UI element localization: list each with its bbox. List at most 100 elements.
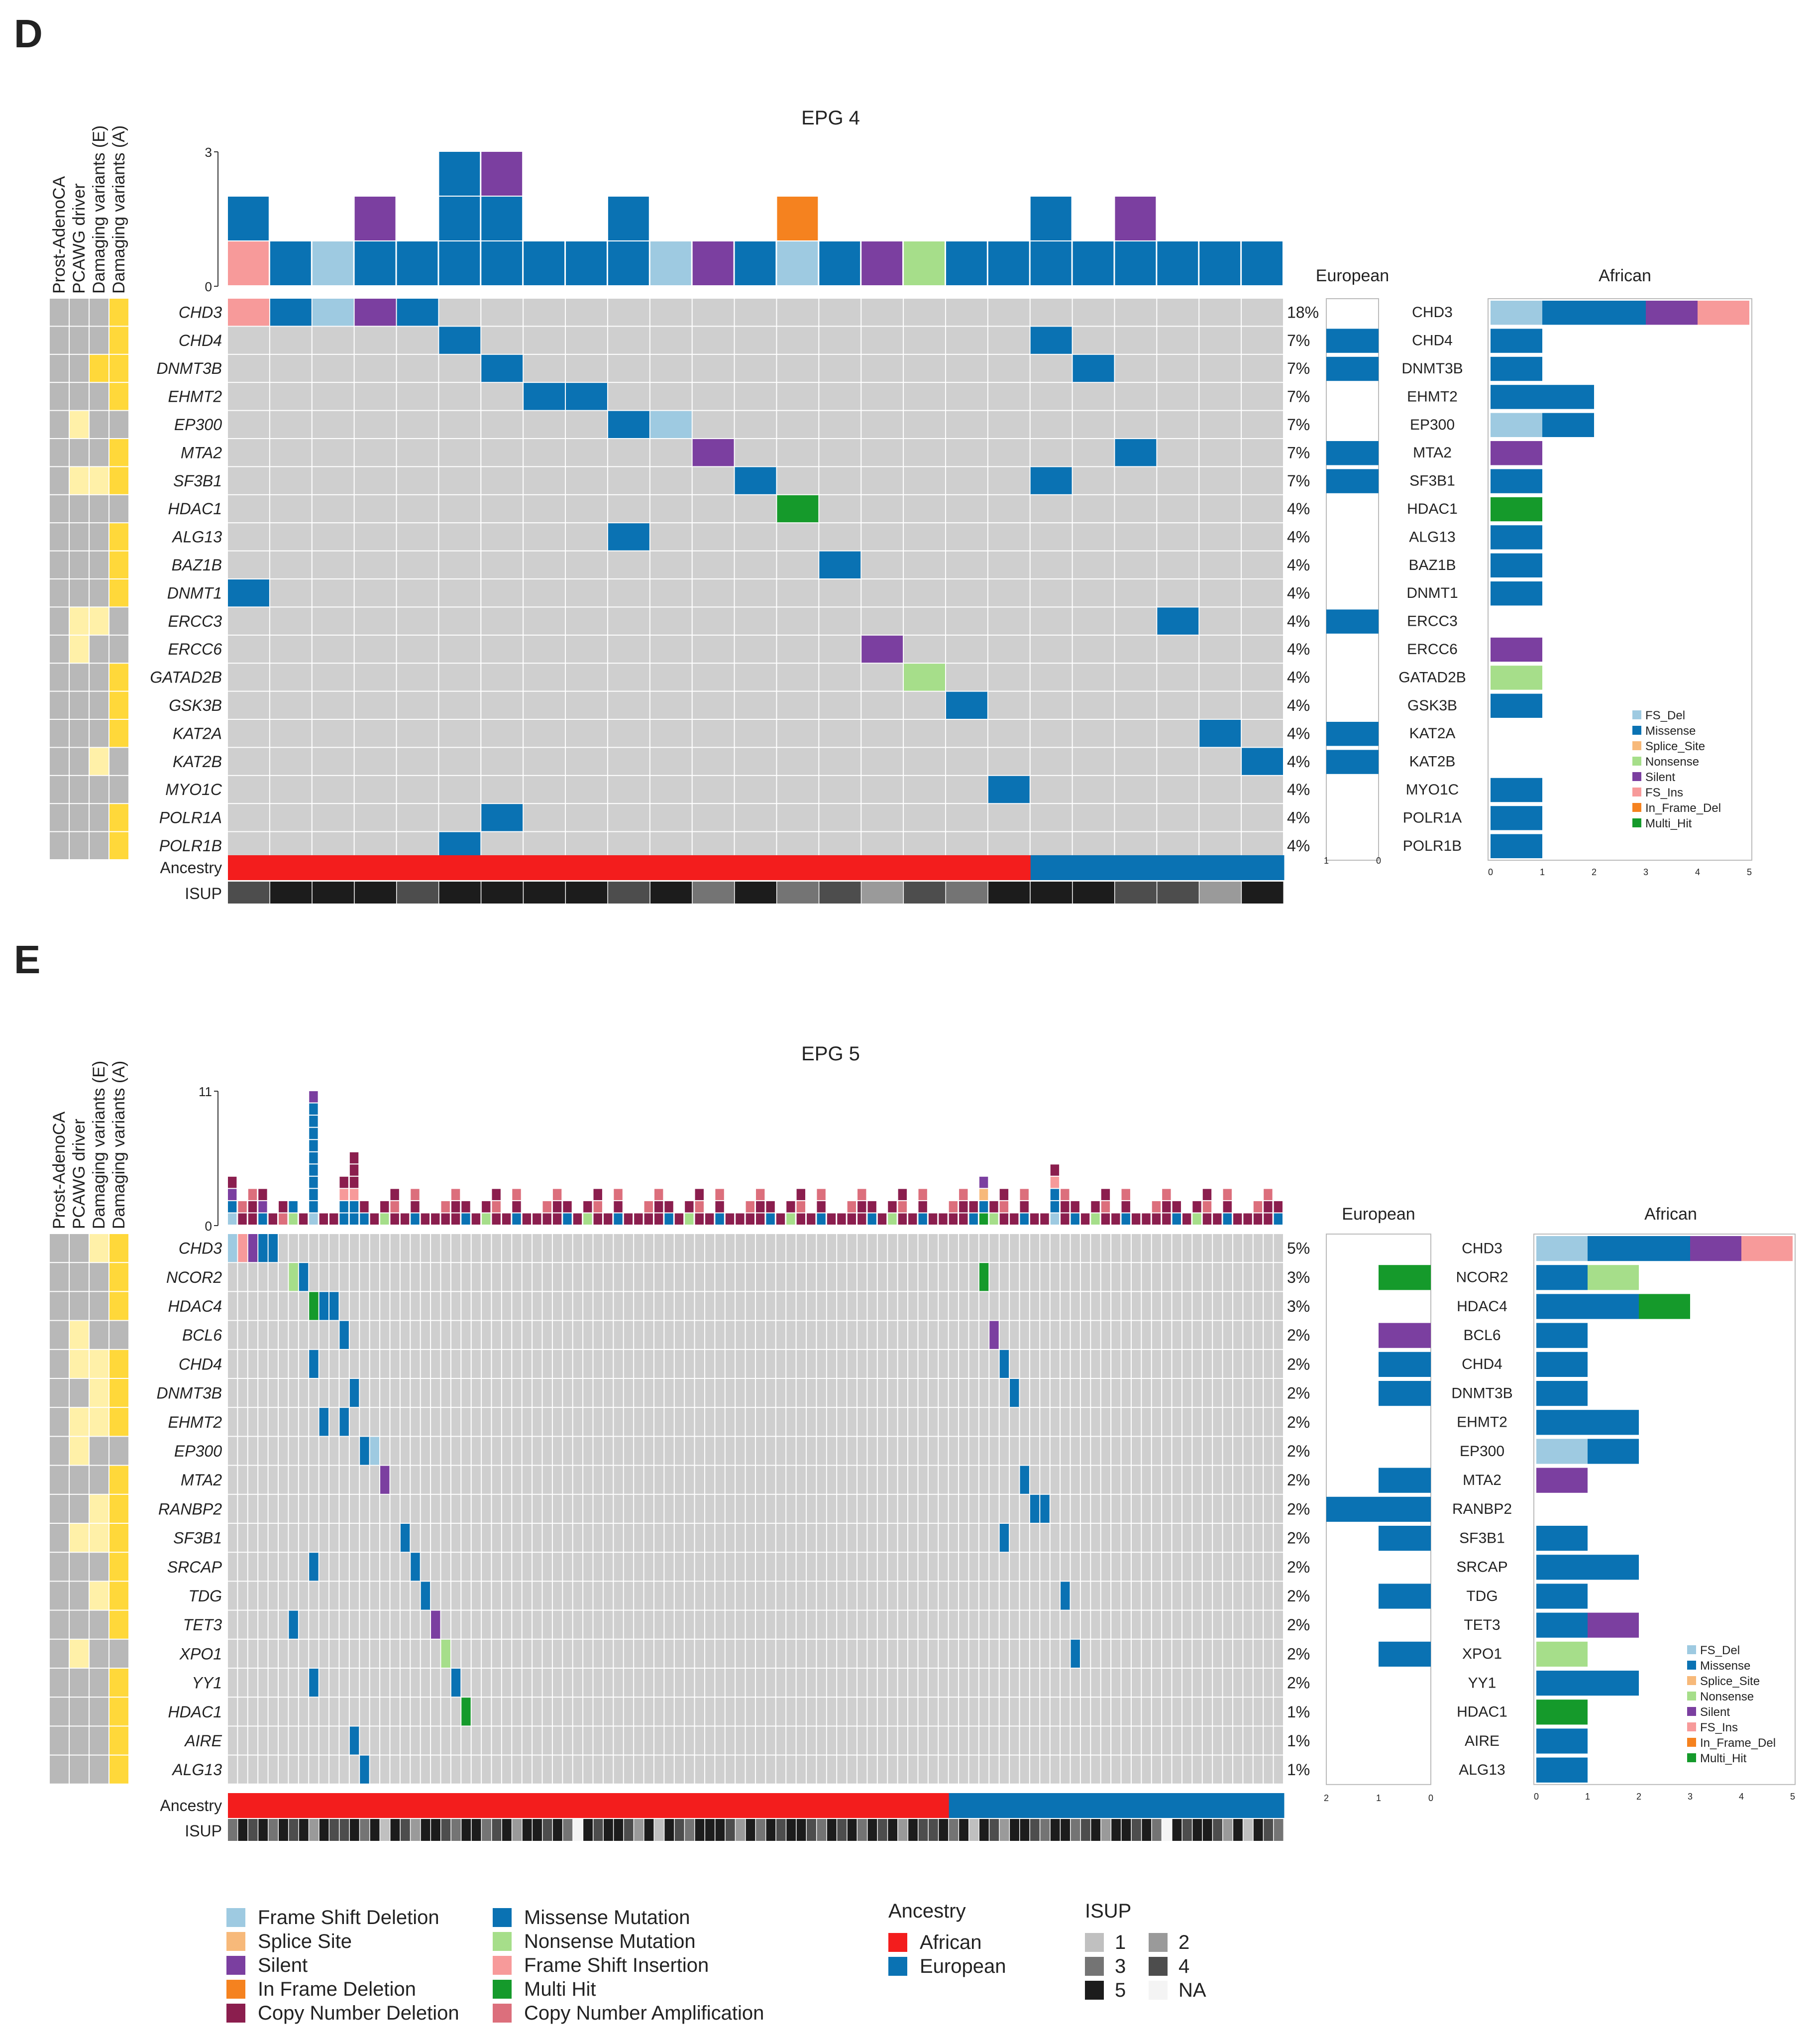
grid-cell [644,1350,653,1378]
grid-cell [1253,1755,1263,1784]
grid-cell [319,1755,329,1784]
grid-cell [431,1292,440,1320]
top-bar-cn_del [867,1201,876,1213]
grid-cell [946,607,987,635]
top-bar-cn_del [360,1201,369,1213]
grid-cell [1072,523,1114,551]
grid-cell [1264,1350,1273,1378]
grid-cell [1157,748,1199,775]
top-bar-missense [461,1213,470,1225]
african-gene-label: SRCAP [1456,1559,1507,1576]
grid-cell [756,1234,765,1262]
grid-cell [969,1610,978,1639]
top-bar-cn_del [238,1213,247,1225]
grid-cell [1020,1553,1029,1581]
grid-cell [248,1292,258,1320]
gene-percent: 2% [1287,1616,1310,1634]
side-annotation-cell [90,748,108,775]
grid-cell [471,1698,481,1726]
side-annotation-cell [90,1610,108,1639]
grid-cell [542,1234,552,1262]
ancestry-cell [1030,855,1073,880]
grid-cell [877,1639,887,1668]
grid-cell [1274,1698,1283,1726]
side-annotation-cell [109,411,128,438]
mutation-multi_hit [979,1263,989,1291]
side-annotation-cell [109,832,128,859]
grid-cell [786,1639,796,1668]
mutation-missense [397,299,438,326]
grid-cell [918,1524,928,1552]
grid-cell [421,1639,430,1668]
top-bar-missense [867,1213,876,1225]
grid-cell [1253,1698,1263,1726]
grid-cell [411,1755,420,1784]
top-bar-missense [339,1213,348,1225]
grid-cell [777,664,819,691]
top-bar-missense [1223,1213,1232,1225]
grid-cell [695,1379,704,1407]
grid-cell [1192,1321,1202,1349]
top-bar-cn_del [827,1213,836,1225]
top-bar-missense [1030,241,1071,285]
grid-cell [1202,1494,1212,1523]
top-bar-cn_del [685,1201,694,1213]
grid-cell [979,1553,989,1581]
grid-cell [644,1524,653,1552]
grid-cell [354,467,396,494]
grid-cell [1157,720,1199,747]
ancestry-cell [339,1793,350,1818]
grid-cell [654,1610,664,1639]
grid-cell [400,1350,410,1378]
grid-cell [888,1437,897,1465]
ancestry-cell [685,1793,696,1818]
isup-cell [1131,1819,1141,1841]
grid-cell [1020,1350,1029,1378]
side-annotation-cell [50,439,69,466]
grid-cell [258,1466,268,1494]
ancestry-cell [857,1793,868,1818]
grid-cell [421,1379,430,1407]
grid-cell [614,1292,623,1320]
grid-cell [339,1610,349,1639]
grid-cell [776,1553,786,1581]
grid-cell [339,1755,349,1784]
side-annotation-cell [50,1726,69,1755]
side-annotation-cell [90,1408,108,1436]
side-annotation-label: PCAWG driver [70,183,89,294]
grid-cell [1115,832,1157,859]
grid-cell [1030,691,1072,719]
grid-cell [312,579,354,607]
grid-cell [1142,1437,1151,1465]
isup-cell [461,1819,471,1841]
legend-label: 3 [1115,1955,1126,1977]
grid-cell [522,1350,532,1378]
grid-cell [1030,495,1072,523]
ancestry-cell [1061,1793,1071,1818]
grid-cell [248,1610,258,1639]
gene-percent: 3% [1287,1297,1310,1315]
small-legend-label: Nonsense [1700,1690,1754,1703]
grid-cell [756,1582,765,1610]
isup-cell [1030,882,1072,904]
grid-cell [946,354,987,382]
grid-cell [1172,1669,1181,1697]
grid-cell [756,1669,765,1697]
grid-cell [512,1234,522,1262]
grid-cell [439,523,481,551]
grid-cell [1152,1698,1162,1726]
grid-cell [593,1466,603,1494]
isup-cell [1072,882,1114,904]
side-annotation-cell [109,1726,128,1755]
grid-cell [1157,691,1199,719]
grid-cell [705,1292,715,1320]
gene-label: MTA2 [181,444,222,461]
gene-label: SF3B1 [173,472,222,490]
gene-label: NCOR2 [166,1268,222,1286]
grid-cell [583,1292,593,1320]
grid-cell [898,1234,908,1262]
grid-cell [939,1494,948,1523]
grid-cell [603,1524,613,1552]
grid-cell [502,1553,512,1581]
side-annotation-cell [50,327,69,354]
